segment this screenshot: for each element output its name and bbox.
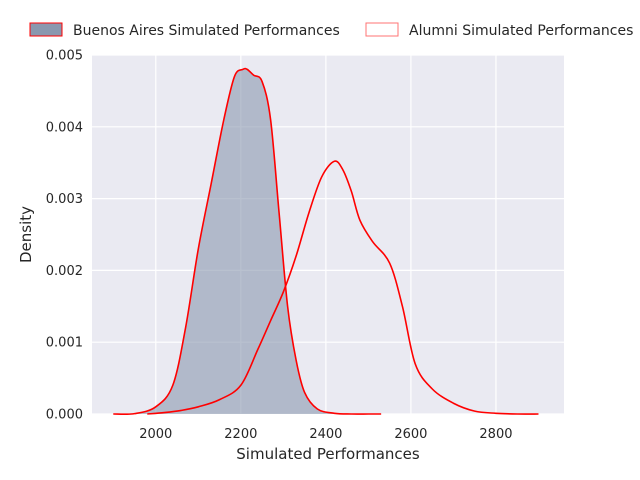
y-tick-label: 0.002 <box>46 264 83 279</box>
y-tick-label: 0.004 <box>46 120 83 135</box>
legend-swatch-buenos-aires <box>29 22 63 37</box>
buenos-aires-density-line <box>113 67 382 416</box>
x-axis-label: Simulated Performances <box>236 445 420 463</box>
y-tick-label: 0.001 <box>46 336 83 351</box>
x-tick-label: 2600 <box>394 427 427 442</box>
legend-label-buenos-aires: Buenos Aires Simulated Performances <box>73 23 340 39</box>
series-layer <box>113 67 539 416</box>
alumni-density-line <box>147 160 539 415</box>
x-axis-ticks: 2000 2200 2400 2600 2800 <box>139 427 512 442</box>
legend-swatch-alumni <box>365 22 399 37</box>
x-tick-label: 2800 <box>479 427 512 442</box>
legend-label-alumni: Alumni Simulated Performances <box>409 23 633 39</box>
buenos-aires-density-area <box>113 68 382 415</box>
legend: Buenos Aires Simulated Performances Alum… <box>29 22 633 39</box>
y-axis-ticks: 0.000 0.001 0.002 0.003 0.004 0.005 <box>46 49 83 423</box>
y-axis-label: Density <box>17 206 35 263</box>
y-tick-label: 0.003 <box>46 192 83 207</box>
x-tick-label: 2400 <box>309 427 342 442</box>
y-tick-label: 0.005 <box>46 49 83 64</box>
y-tick-label: 0.000 <box>46 408 83 423</box>
plot-background <box>92 55 564 414</box>
x-tick-label: 2200 <box>224 427 257 442</box>
x-tick-label: 2000 <box>139 427 172 442</box>
